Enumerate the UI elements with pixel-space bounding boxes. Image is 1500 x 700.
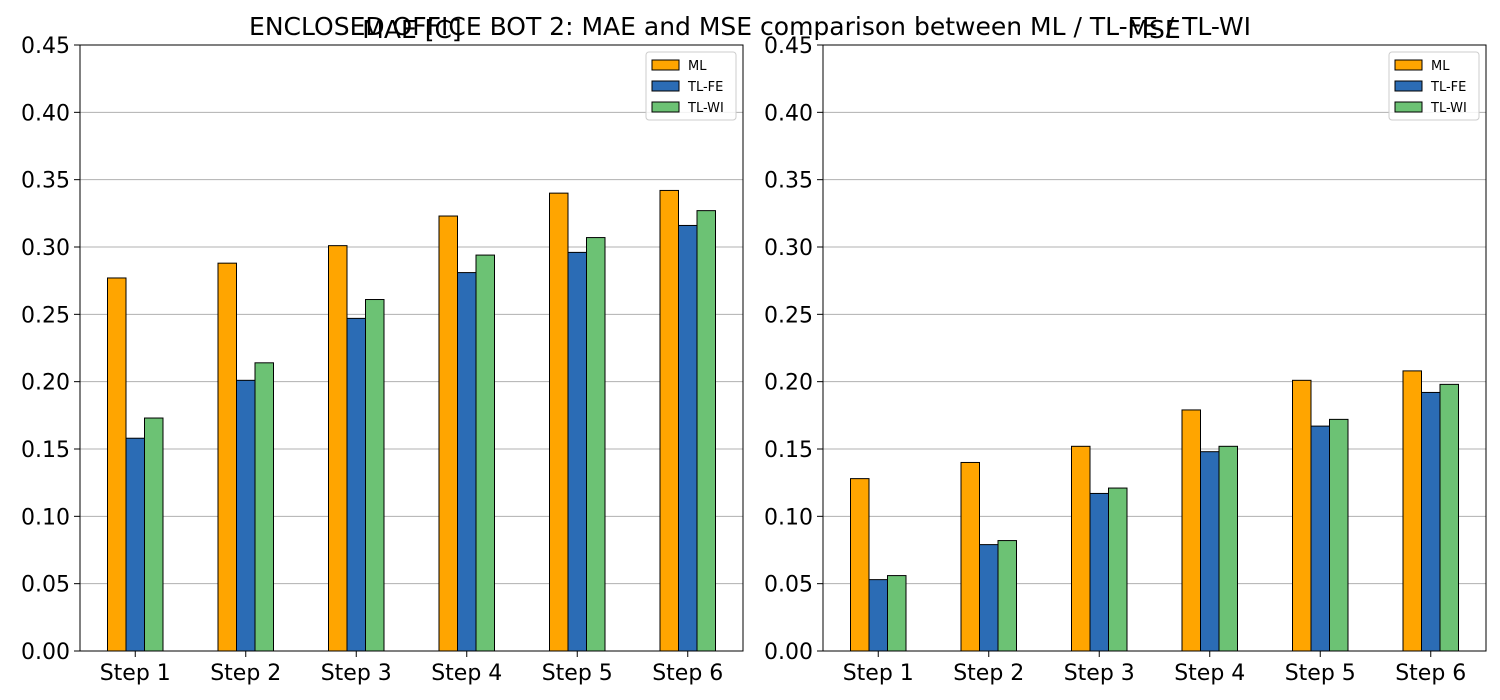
mse-legend: ML TL-FE TL-WI [1388, 51, 1480, 121]
mae-bar-tl-wi-3 [365, 299, 385, 652]
mae-legend-swatch-ml [651, 59, 680, 71]
mae-y-tick-label: 0.05 [21, 573, 70, 598]
mse-y-tick-label: 0.35 [764, 169, 813, 194]
mse-bar-tl-fe-2 [979, 544, 999, 652]
mae-bar-ml-4 [438, 215, 458, 652]
mse-x-tick-label: Step 6 [1395, 661, 1466, 686]
mse-bar-tl-wi-1 [887, 575, 907, 652]
mse-chart: 0.00 0.05 0.10 0.15 0.20 0.25 0.30 0.35 0.40 0.45… [764, 15, 1487, 686]
mae-bar-tl-fe-2 [236, 379, 256, 652]
mse-chart-title: MSE [1127, 15, 1180, 44]
mse-bar-ml-1 [850, 478, 870, 652]
mae-bar-tl-wi-5 [586, 237, 606, 652]
mse-bar-ml-2 [960, 461, 980, 652]
mae-bar-tl-fe-5 [567, 251, 587, 652]
mae-legend-label-ml: ML [688, 59, 707, 74]
mae-y-tick-label: 0.40 [21, 101, 70, 126]
mae-axes-frame [79, 44, 744, 652]
mae-chart-title: MAE [C] [362, 15, 461, 44]
mae-y-tick-label: 0.30 [21, 236, 70, 261]
mae-legend-swatch-tl-fe [651, 80, 680, 92]
mse-legend-swatch-tl-wi [1394, 101, 1423, 113]
mse-y-tick-label: 0.05 [764, 573, 813, 598]
mse-y-tick-label: 0.20 [764, 371, 813, 396]
mae-bar-ml-1 [107, 277, 127, 652]
mae-x-tick-label: Step 6 [652, 661, 723, 686]
mae-bar-ml-5 [549, 192, 569, 652]
mse-y-tick-label: 0.30 [764, 236, 813, 261]
mse-axes-frame [822, 44, 1487, 652]
mae-bar-tl-fe-4 [457, 272, 477, 652]
mse-bar-ml-5 [1292, 379, 1312, 652]
mae-x-tick-label: Step 4 [431, 661, 502, 686]
mae-bar-ml-2 [217, 262, 237, 652]
mse-bar-tl-wi-5 [1329, 418, 1349, 652]
mse-legend-label-tl-fe: TL-FE [1430, 80, 1466, 95]
mae-bar-ml-6 [659, 189, 679, 652]
mae-bar-tl-wi-6 [696, 210, 716, 652]
mae-x-tick-label: Step 2 [210, 661, 281, 686]
mse-bar-tl-fe-6 [1421, 391, 1441, 652]
mae-legend-label-tl-wi: TL-WI [687, 101, 724, 116]
mae-bar-tl-fe-3 [346, 317, 366, 652]
mse-y-tick-label: 0.40 [764, 101, 813, 126]
mse-bar-ml-3 [1071, 445, 1091, 652]
mae-bar-tl-fe-1 [125, 437, 145, 652]
mse-x-tick-label: Step 3 [1064, 661, 1135, 686]
mae-chart: 0.00 0.05 0.10 0.15 0.20 0.25 0.30 0.35 0.40 0.45… [21, 15, 744, 686]
mae-bar-tl-wi-1 [144, 417, 164, 652]
figure-suptitle: ENCLOSED OFFICE BOT 2: MAE and MSE compa… [249, 12, 1251, 41]
mae-bar-ml-3 [328, 245, 348, 652]
mse-y-tick-label: 0.25 [764, 303, 813, 328]
mse-bar-tl-wi-3 [1108, 487, 1128, 652]
mse-bar-tl-fe-4 [1200, 451, 1220, 652]
mae-bar-tl-wi-2 [254, 362, 274, 652]
mae-y-tick-label: 0.35 [21, 169, 70, 194]
mae-bar-tl-fe-6 [678, 224, 698, 652]
mse-y-tick-label: 0.15 [764, 438, 813, 463]
mse-x-tick-label: Step 1 [843, 661, 914, 686]
mae-bar-tl-wi-4 [475, 254, 495, 652]
mae-y-tick-label: 0.15 [21, 438, 70, 463]
mae-legend-label-tl-fe: TL-FE [687, 80, 723, 95]
mae-x-tick-label: Step 1 [100, 661, 171, 686]
mse-bar-tl-fe-5 [1310, 425, 1330, 652]
mse-bar-ml-4 [1181, 409, 1201, 652]
mae-legend-swatch-tl-wi [651, 101, 680, 113]
mse-legend-label-ml: ML [1431, 59, 1450, 74]
mae-y-tick-label: 0.10 [21, 505, 70, 530]
mae-y-tick-label: 0.20 [21, 371, 70, 396]
mae-y-tick-label: 0.25 [21, 303, 70, 328]
mae-x-tick-label: Step 5 [542, 661, 613, 686]
mae-y-tick-label: 0.45 [21, 34, 70, 59]
mse-bar-tl-fe-3 [1089, 492, 1109, 652]
mse-y-tick-label: 0.10 [764, 505, 813, 530]
mse-x-tick-label: Step 2 [953, 661, 1024, 686]
mse-y-tick-label: 0.45 [764, 34, 813, 59]
mae-y-tick-label: 0.00 [21, 640, 70, 665]
mse-bar-tl-wi-6 [1439, 383, 1459, 652]
mse-bar-tl-wi-4 [1218, 445, 1238, 652]
mse-bar-tl-wi-2 [997, 540, 1017, 652]
mse-legend-label-tl-wi: TL-WI [1430, 101, 1467, 116]
mse-y-tick-label: 0.00 [764, 640, 813, 665]
mse-x-tick-label: Step 5 [1285, 661, 1356, 686]
mse-x-tick-label: Step 4 [1174, 661, 1245, 686]
mse-legend-swatch-tl-fe [1394, 80, 1423, 92]
mse-legend-swatch-ml [1394, 59, 1423, 71]
mae-legend: ML TL-FE TL-WI [645, 51, 737, 121]
mae-x-tick-label: Step 3 [321, 661, 392, 686]
mse-bar-tl-fe-1 [868, 579, 888, 652]
mse-bar-ml-6 [1402, 370, 1422, 652]
